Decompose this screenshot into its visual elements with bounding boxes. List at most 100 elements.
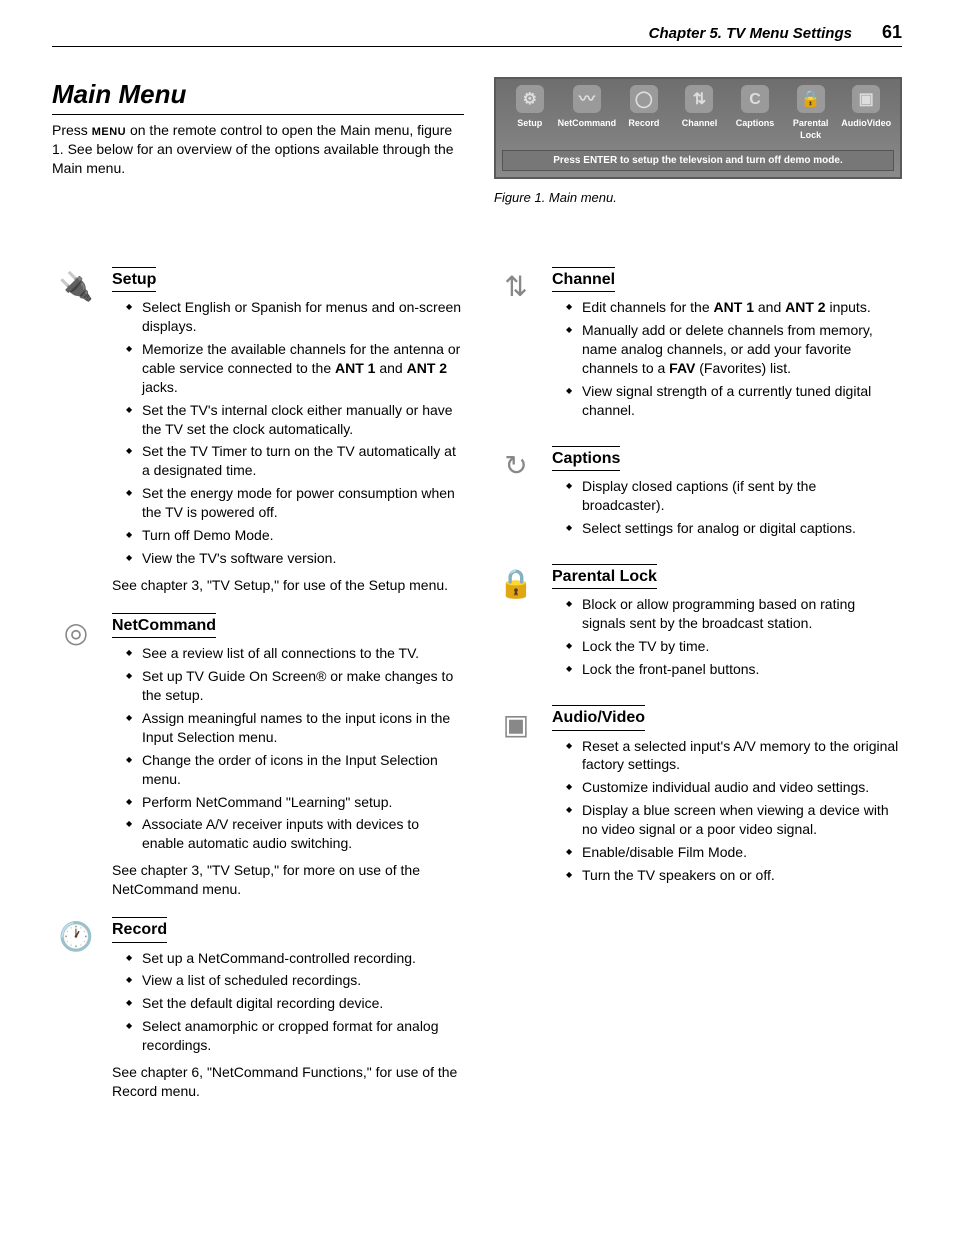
section-note: See chapter 3, "TV Setup," for use of th…	[112, 576, 462, 595]
list-item: Perform NetCommand "Learning" setup.	[126, 793, 462, 812]
figure-icon-label: AudioVideo	[838, 117, 894, 129]
section-title: Captions	[552, 446, 620, 472]
bullet-list: Edit channels for the ANT 1 and ANT 2 in…	[552, 298, 902, 419]
list-item: Display a blue screen when viewing a dev…	[566, 801, 902, 839]
figure-icon-channel: ⇅ Channel	[672, 85, 728, 141]
section-body: Audio/Video Reset a selected input's A/V …	[552, 705, 902, 893]
figure-icon-record: ◯ Record	[616, 85, 672, 141]
figure-icon-setup: ⚙Setup	[502, 85, 558, 141]
list-item: Turn the TV speakers on or off.	[566, 866, 902, 885]
list-item: Customize individual audio and video set…	[566, 778, 902, 797]
list-item: See a review list of all connections to …	[126, 644, 462, 663]
section-body: NetCommand See a review list of all conne…	[112, 613, 462, 899]
list-item: Block or allow programming based on rati…	[566, 595, 902, 633]
bullet-list: Display closed captions (if sent by the …	[552, 477, 902, 538]
section-body: RecordSet up a NetCommand-controlled rec…	[112, 917, 462, 1101]
page-number: 61	[882, 20, 902, 44]
list-item: View the TV's software version.	[126, 549, 462, 568]
section-title: Parental Lock	[552, 564, 657, 590]
section-title: Setup	[112, 267, 156, 293]
figure-icon-netcommand: 〰 NetCommand	[558, 85, 617, 141]
figure-icon-label: Record	[616, 117, 672, 129]
section-audio-video: ▣Audio/VideoReset a selected input's A/V…	[492, 705, 902, 893]
list-item: Display closed captions (if sent by the …	[566, 477, 902, 515]
netcommand-icon: 〰	[573, 85, 601, 113]
list-item: View signal strength of a currently tune…	[566, 382, 902, 420]
list-item: Set up a NetCommand-controlled recording…	[126, 949, 462, 968]
chapter-title: Chapter 5. TV Menu Settings	[649, 24, 852, 44]
parental lock-icon: 🔒	[797, 85, 825, 113]
figure-container: ⚙Setup 〰 NetCommand ◯ Record ⇅ Channel C Caption…	[494, 77, 902, 206]
bullet-list: See a review list of all connections to …	[112, 644, 462, 853]
intro-text: Press MENU on the remote control to open…	[52, 121, 464, 178]
list-item: Turn off Demo Mode.	[126, 526, 462, 545]
main-title: Main Menu	[52, 77, 464, 115]
list-item: Select English or Spanish for menus and …	[126, 298, 462, 336]
list-item: Lock the TV by time.	[566, 637, 902, 656]
list-item: Associate A/V receiver inputs with devic…	[126, 815, 462, 853]
columns: 🔌 Setup Select English or Spanish for menu…	[52, 267, 902, 1119]
setup-icon: ⚙	[516, 85, 544, 113]
section-captions: ↻ Captions Display closed captions (if sen…	[492, 446, 902, 546]
section-channel: ⇅ Channel Edit channels for the ANT 1 and …	[492, 267, 902, 428]
bullet-list: Block or allow programming based on rati…	[552, 595, 902, 679]
channel-icon: ⇅	[685, 85, 713, 113]
section-record: 🕐 RecordSet up a NetCommand-controlled re…	[52, 917, 462, 1101]
list-item: Lock the front-panel buttons.	[566, 660, 902, 679]
section-title: NetCommand	[112, 613, 216, 639]
section-note: See chapter 3, "TV Setup," for more on u…	[112, 861, 462, 899]
plug-icon: 🔌	[52, 267, 100, 307]
figure-icon-label: Parental Lock	[783, 117, 839, 141]
audiovideo-icon: ▣	[852, 85, 880, 113]
bullet-list: Set up a NetCommand-controlled recording…	[112, 949, 462, 1055]
section-body: Parental Lock Block or allow programming …	[552, 564, 902, 687]
intro-left: Main Menu Press MENU on the remote contr…	[52, 77, 464, 206]
list-item: Manually add or delete channels from mem…	[566, 321, 902, 378]
figure-icon-label: Channel	[672, 117, 728, 129]
list-item: Select settings for analog or digital ca…	[566, 519, 902, 538]
list-item: Set the default digital recording device…	[126, 994, 462, 1013]
section-setup: 🔌 Setup Select English or Spanish for menu…	[52, 267, 462, 595]
right-column: ⇅ Channel Edit channels for the ANT 1 and …	[492, 267, 902, 1119]
figure-icon-label: NetCommand	[558, 117, 617, 129]
page-header: Chapter 5. TV Menu Settings 61	[52, 20, 902, 47]
bullet-list: Reset a selected input's A/V memory to t…	[552, 737, 902, 885]
figure-icon-captions: C Captions	[727, 85, 783, 141]
list-item: Enable/disable Film Mode.	[566, 843, 902, 862]
left-column: 🔌 Setup Select English or Spanish for menu…	[52, 267, 462, 1119]
intro-row: Main Menu Press MENU on the remote contr…	[52, 77, 902, 206]
section-body: Setup Select English or Spanish for menus…	[112, 267, 462, 595]
section-title: Channel	[552, 267, 615, 293]
section-body: Channel Edit channels for the ANT 1 and A…	[552, 267, 902, 428]
list-item: Memorize the available channels for the …	[126, 340, 462, 397]
figure-bar: Press ENTER to setup the televsion and t…	[502, 150, 894, 172]
list-item: Edit channels for the ANT 1 and ANT 2 in…	[566, 298, 902, 317]
list-item: Change the order of icons in the Input S…	[126, 751, 462, 789]
figure-icon-parental-lock: 🔒 Parental Lock	[783, 85, 839, 141]
section-body: Captions Display closed captions (if sent…	[552, 446, 902, 546]
list-item: Reset a selected input's A/V memory to t…	[566, 737, 902, 775]
lock-icon: 🔒	[492, 564, 540, 604]
section-note: See chapter 6, "NetCommand Functions," f…	[112, 1063, 462, 1101]
list-item: Set the TV Timer to turn on the TV autom…	[126, 442, 462, 480]
list-item: Select anamorphic or cropped format for …	[126, 1017, 462, 1055]
list-item: Assign meaningful names to the input ico…	[126, 709, 462, 747]
figure-icon-audiovideo: ▣ AudioVideo	[838, 85, 894, 141]
list-item: Set the TV's internal clock either manua…	[126, 401, 462, 439]
captions-icon: ↻	[492, 446, 540, 486]
bullet-list: Select English or Spanish for menus and …	[112, 298, 462, 568]
list-item: View a list of scheduled recordings.	[126, 971, 462, 990]
section-title: Audio/Video	[552, 705, 645, 731]
section-netcommand: ◎ NetCommand See a review list of all conn…	[52, 613, 462, 899]
record-icon: ◯	[630, 85, 658, 113]
figure-icon-label: Captions	[727, 117, 783, 129]
figure-caption: Figure 1. Main menu.	[494, 189, 902, 207]
captions-icon: C	[741, 85, 769, 113]
list-item: Set up TV Guide On Screen® or make chang…	[126, 667, 462, 705]
channel-icon: ⇅	[492, 267, 540, 307]
figure-icons-row: ⚙Setup 〰 NetCommand ◯ Record ⇅ Channel C Caption…	[496, 79, 900, 143]
menu-keyword: MENU	[92, 126, 126, 138]
clock-icon: 🕐	[52, 917, 100, 957]
netcommand-icon: ◎	[52, 613, 100, 653]
figure-box: ⚙Setup 〰 NetCommand ◯ Record ⇅ Channel C Caption…	[494, 77, 902, 179]
